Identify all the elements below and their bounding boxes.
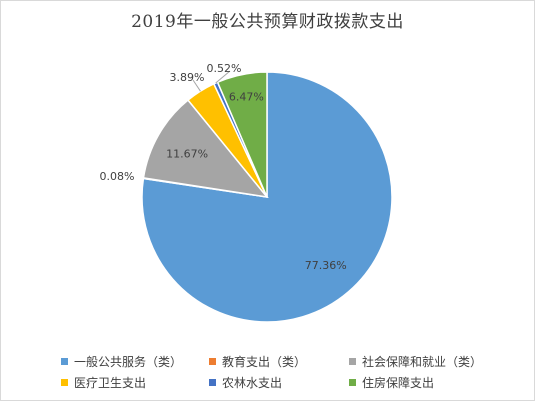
legend-swatch-healthcare <box>61 379 68 386</box>
chart-legend: 一般公共服务（类） 教育支出（类） 社会保障和就业（类） 医疗卫生支出 农林水支出 住房保… <box>61 353 501 391</box>
legend-item-general-public-service: 一般公共服务（类） <box>61 353 209 370</box>
legend-label-general-public-service: 一般公共服务（类） <box>74 355 183 369</box>
legend-label-agriculture: 农林水支出 <box>222 376 283 390</box>
legend-swatch-agriculture <box>209 379 216 386</box>
legend-item-agriculture: 农林水支出 <box>209 374 349 391</box>
legend-label-education: 教育支出（类） <box>222 355 307 369</box>
data-label-housing: 6.47% <box>229 91 264 104</box>
legend-label-social-security: 社会保障和就业（类） <box>362 355 483 369</box>
legend-swatch-education <box>209 358 216 365</box>
legend-swatch-housing <box>349 379 356 386</box>
data-label-general-public-service: 77.36% <box>305 259 347 272</box>
chart-title: 2019年一般公共预算财政拨款支出 <box>131 12 404 32</box>
data-label-education: 0.08% <box>100 170 135 183</box>
pie-slice-social-security <box>142 99 269 199</box>
legend-label-housing: 住房保障支出 <box>362 376 435 390</box>
pie-slice-housing <box>216 71 268 198</box>
pie-slice-general-public-service <box>141 71 393 323</box>
legend-item-social-security: 社会保障和就业（类） <box>349 353 499 370</box>
data-label-healthcare: 3.89% <box>170 71 205 84</box>
legend-swatch-general-public-service <box>61 358 68 365</box>
data-label-agriculture: 0.52% <box>207 62 242 75</box>
legend-item-education: 教育支出（类） <box>209 353 349 370</box>
leader-line-healthcare <box>192 79 201 92</box>
legend-swatch-social-security <box>349 358 356 365</box>
leader-line-agriculture <box>215 70 231 84</box>
legend-item-healthcare: 医疗卫生支出 <box>61 374 209 391</box>
legend-label-healthcare: 医疗卫生支出 <box>74 376 147 390</box>
legend-item-housing: 住房保障支出 <box>349 374 499 391</box>
data-label-social-security: 11.67% <box>166 147 208 160</box>
